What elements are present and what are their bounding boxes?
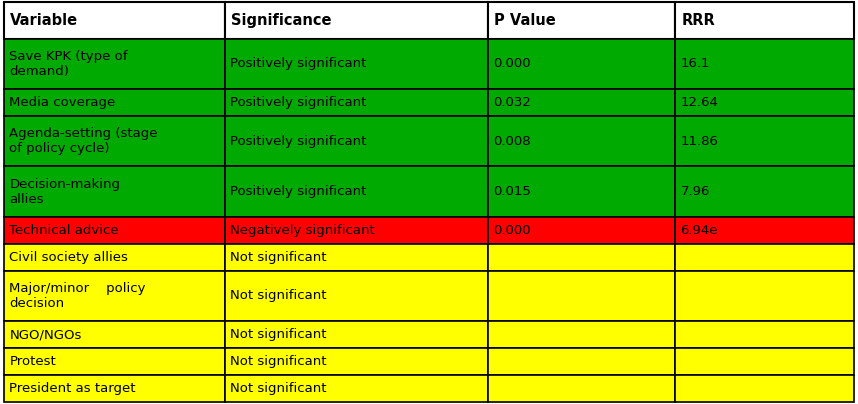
Text: Positively significant: Positively significant — [230, 135, 366, 147]
Bar — [488, 375, 675, 402]
Text: 0.008: 0.008 — [493, 135, 531, 147]
Bar — [488, 89, 675, 116]
Bar — [4, 244, 225, 271]
Bar — [225, 116, 488, 166]
Text: Significance: Significance — [231, 13, 332, 28]
Text: Not significant: Not significant — [230, 251, 327, 264]
Text: Media coverage: Media coverage — [9, 96, 116, 109]
Bar — [675, 244, 854, 271]
Text: 11.86: 11.86 — [680, 135, 718, 147]
Text: Technical advice: Technical advice — [9, 224, 119, 237]
Bar — [4, 217, 225, 244]
Bar — [4, 89, 225, 116]
Text: Protest: Protest — [9, 355, 56, 368]
Text: Positively significant: Positively significant — [230, 185, 366, 198]
Bar — [675, 89, 854, 116]
Text: 12.64: 12.64 — [680, 96, 718, 109]
Text: Major/minor    policy
decision: Major/minor policy decision — [9, 282, 146, 310]
Bar — [488, 244, 675, 271]
Text: Not significant: Not significant — [230, 382, 327, 395]
Text: P Value: P Value — [494, 13, 556, 28]
Text: Civil society allies: Civil society allies — [9, 251, 129, 264]
Bar — [675, 375, 854, 402]
Bar — [4, 321, 225, 348]
Bar — [488, 217, 675, 244]
Bar — [225, 89, 488, 116]
Text: Positively significant: Positively significant — [230, 57, 366, 70]
Bar — [488, 38, 675, 89]
Text: 6.94e: 6.94e — [680, 224, 718, 237]
Bar — [225, 38, 488, 89]
Text: Decision-making
allies: Decision-making allies — [9, 178, 120, 206]
Text: 0.032: 0.032 — [493, 96, 531, 109]
Text: Save KPK (type of
demand): Save KPK (type of demand) — [9, 50, 128, 78]
Text: 0.000: 0.000 — [493, 224, 531, 237]
Text: 16.1: 16.1 — [680, 57, 710, 70]
Bar — [488, 348, 675, 375]
Bar — [488, 166, 675, 217]
Bar — [225, 348, 488, 375]
Bar — [4, 271, 225, 321]
Bar — [675, 348, 854, 375]
Bar — [488, 321, 675, 348]
Bar — [4, 375, 225, 402]
Text: NGO/NGOs: NGO/NGOs — [9, 328, 82, 341]
Bar — [675, 166, 854, 217]
Bar — [675, 2, 854, 38]
Text: Positively significant: Positively significant — [230, 96, 366, 109]
Text: Not significant: Not significant — [230, 328, 327, 341]
Bar — [488, 271, 675, 321]
Bar — [675, 38, 854, 89]
Bar — [675, 217, 854, 244]
Bar — [4, 166, 225, 217]
Text: Variable: Variable — [10, 13, 78, 28]
Bar — [225, 321, 488, 348]
Bar — [4, 348, 225, 375]
Bar — [225, 271, 488, 321]
Text: Agenda-setting (stage
of policy cycle): Agenda-setting (stage of policy cycle) — [9, 127, 158, 155]
Text: 7.96: 7.96 — [680, 185, 710, 198]
Text: 0.000: 0.000 — [493, 57, 531, 70]
Text: Negatively significant: Negatively significant — [230, 224, 375, 237]
Bar — [225, 375, 488, 402]
Bar — [225, 166, 488, 217]
Bar — [488, 116, 675, 166]
Bar — [225, 217, 488, 244]
Text: President as target: President as target — [9, 382, 136, 395]
Bar — [675, 271, 854, 321]
Bar — [225, 244, 488, 271]
Bar — [675, 321, 854, 348]
Bar — [488, 2, 675, 38]
Bar — [4, 116, 225, 166]
Bar — [4, 38, 225, 89]
Text: Not significant: Not significant — [230, 355, 327, 368]
Bar — [4, 2, 225, 38]
Text: 0.015: 0.015 — [493, 185, 531, 198]
Text: Not significant: Not significant — [230, 289, 327, 303]
Bar — [225, 2, 488, 38]
Text: RRR: RRR — [681, 13, 715, 28]
Bar — [675, 116, 854, 166]
